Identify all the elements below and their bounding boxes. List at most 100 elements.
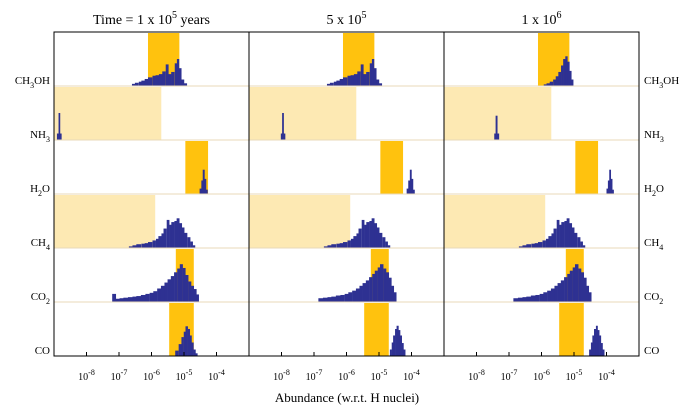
histogram-bar: [184, 275, 189, 302]
histogram-bar: [335, 295, 341, 302]
histogram-bar: [558, 71, 562, 86]
histogram-bar: [600, 343, 603, 356]
histogram-bar: [187, 329, 190, 356]
histogram-bar: [382, 237, 386, 248]
histogram-bar: [199, 188, 202, 194]
histogram-bar: [331, 296, 337, 302]
histogram-bar: [178, 68, 182, 86]
histogram-bar: [182, 267, 186, 302]
histogram-bar: [174, 272, 178, 302]
histogram-bar: [366, 71, 370, 86]
panel-h2o-col2: [249, 141, 444, 195]
panel-ch3oh-col1: [54, 33, 249, 87]
species-label-co: CO: [644, 345, 659, 357]
histogram-bar: [152, 240, 156, 248]
histogram-bar: [112, 293, 117, 302]
histogram-bar: [535, 294, 540, 302]
species-label-co2: CO2: [31, 291, 50, 306]
histogram-bar: [179, 223, 183, 248]
histogram-bar: [361, 219, 365, 248]
histogram-bar: [205, 189, 208, 194]
panels-layer: [54, 33, 639, 356]
panel-nh3-col3: [444, 87, 639, 141]
histogram-bar: [597, 330, 600, 356]
frames-layer: [53, 31, 640, 357]
histogram-bar: [363, 74, 367, 86]
histogram-bar: [572, 267, 576, 302]
histogram-bar: [358, 228, 362, 248]
panel-co-col1: [169, 303, 198, 356]
histogram-bar: [412, 189, 415, 194]
histogram-bar: [548, 236, 552, 248]
histogram-bar: [522, 245, 527, 248]
histogram-bar: [590, 342, 593, 356]
species-label-ch4: CH4: [31, 237, 50, 252]
histogram-bar: [573, 232, 578, 248]
histogram-bar: [362, 283, 367, 302]
histogram-bar: [555, 76, 559, 86]
histogram-bar: [336, 243, 341, 248]
histogram-bar: [577, 237, 581, 248]
histogram-bar: [190, 285, 195, 302]
histogram-bar: [318, 298, 324, 302]
histogram-bar: [179, 264, 183, 302]
histogram-bar: [364, 224, 367, 248]
histogram-bar: [323, 246, 328, 248]
histogram-bar: [167, 279, 172, 302]
observed-range-band: [364, 303, 389, 356]
histogram-bar: [342, 242, 348, 248]
upper-limit-region: [249, 195, 351, 248]
histogram-bar: [144, 78, 149, 86]
histogram-bar: [352, 290, 357, 302]
histogram-bar: [157, 288, 162, 302]
histogram-bar: [554, 285, 558, 302]
histogram-bar: [181, 337, 184, 356]
histogram-bar: [136, 244, 142, 248]
histogram-bar: [145, 293, 150, 302]
labels-layer: 10-8 10-7 10-6 10-5 10-4 Time = 1 x 105 years…: [15, 10, 679, 383]
histogram-bar: [340, 294, 345, 302]
histogram-bar: [543, 84, 547, 86]
histogram-bar: [377, 267, 381, 302]
histogram-bar: [181, 79, 185, 86]
histogram-bar: [574, 264, 579, 302]
x-tick-label: 10-7: [306, 368, 323, 383]
panel-co-col2: [364, 303, 406, 356]
histogram-bar: [176, 59, 180, 86]
histogram-bar: [374, 223, 378, 248]
upper-limit-region: [249, 87, 357, 140]
species-label-ch4: CH4: [644, 237, 663, 252]
histogram-bar: [353, 236, 357, 248]
x-tick-label: 10-5: [371, 368, 388, 383]
histogram-bar: [147, 77, 153, 86]
histogram-bar: [153, 291, 158, 302]
histogram-bar: [163, 228, 167, 248]
histogram-bar: [518, 246, 523, 248]
histogram-bar: [280, 133, 283, 140]
histogram-bar: [350, 75, 355, 86]
histogram-bar: [365, 280, 370, 302]
histogram-bar: [378, 232, 383, 248]
histogram-bar: [580, 241, 583, 248]
histogram-bar: [594, 329, 597, 356]
histogram-bar: [350, 238, 354, 248]
panel-ch4-col2: [249, 195, 444, 249]
histogram-bar: [282, 113, 284, 140]
histogram-bar: [374, 270, 378, 302]
histogram-bar: [542, 240, 546, 248]
x-tick-label: 10-8: [78, 368, 95, 383]
histogram-bar: [539, 293, 544, 302]
histogram-bar: [530, 295, 536, 302]
histogram-bar: [385, 272, 390, 302]
x-axis-label: Abundance (w.r.t. H nuclei): [275, 390, 419, 405]
histogram-bar: [399, 335, 402, 356]
histogram-bar: [599, 335, 602, 356]
histogram-bar: [56, 133, 59, 140]
histogram-bar: [347, 240, 351, 248]
histogram-bar: [329, 82, 334, 86]
histogram-bar: [360, 64, 364, 86]
histogram-bar: [357, 71, 361, 86]
panel-ch4-col1: [54, 195, 249, 249]
histogram-bar: [138, 81, 142, 86]
histogram-bar: [188, 281, 192, 302]
